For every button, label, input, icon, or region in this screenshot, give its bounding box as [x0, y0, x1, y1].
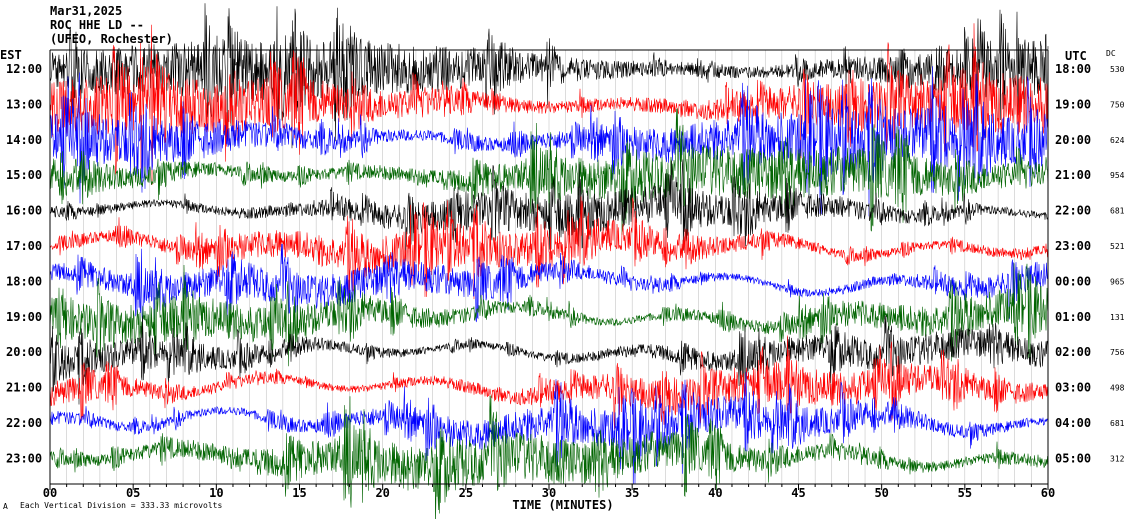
corner-mark: A	[3, 502, 8, 511]
trace-line-1700	[49, 196, 1049, 300]
trace-line-1600	[49, 159, 1049, 260]
dc-offset-value: 312	[1110, 454, 1125, 463]
x-tick-label: 60	[1041, 486, 1055, 500]
dc-offset-value: 498	[1110, 384, 1125, 393]
chart-labels: 12:00 18:00 530 13:00 19:00 750 14:00 20:00 624 1…	[6, 62, 1125, 512]
chart-axes	[49, 49, 1049, 490]
trace-line-1300	[49, 23, 1049, 186]
x-tick-label: 05	[126, 486, 140, 500]
x-axis-title: TIME (MINUTES)	[512, 498, 613, 512]
est-hour-label: 20:00	[6, 345, 42, 359]
utc-hour-label: 03:00	[1055, 381, 1091, 395]
trace-line-2200	[49, 371, 1049, 484]
est-hour-label: 21:00	[6, 381, 42, 395]
trace-line-1200	[49, 3, 1049, 149]
x-tick-label: 10	[209, 486, 223, 500]
utc-hour-label: 00:00	[1055, 274, 1091, 288]
header-station: ROC HHE LD --	[50, 18, 144, 32]
dc-offset-value: 681	[1110, 207, 1125, 216]
dc-offset-value: 965	[1110, 277, 1125, 286]
utc-hour-label: 18:00	[1055, 62, 1091, 76]
est-hour-label: 22:00	[6, 416, 42, 430]
trace-line-2000	[49, 315, 1049, 405]
trace-line-1900	[49, 263, 1049, 367]
dc-offset-value: 954	[1110, 171, 1125, 180]
utc-hour-label: 04:00	[1055, 416, 1091, 430]
utc-hour-label: 21:00	[1055, 168, 1091, 182]
dc-offset-value: 521	[1110, 242, 1125, 251]
x-tick-label: 50	[874, 486, 888, 500]
x-tick-label: 25	[459, 486, 473, 500]
dc-offset-value: 530	[1110, 65, 1125, 74]
est-hour-label: 23:00	[6, 451, 42, 465]
est-hour-label: 14:00	[6, 133, 42, 147]
est-hour-label: 18:00	[6, 274, 42, 288]
est-hour-label: 17:00	[6, 239, 42, 253]
scale-note: Each Vertical Division = 333.33 microvol…	[20, 501, 223, 510]
x-tick-label: 35	[625, 486, 639, 500]
dc-offset-value: 756	[1110, 348, 1125, 357]
utc-hour-label: 22:00	[1055, 204, 1091, 218]
est-hour-label: 15:00	[6, 168, 42, 182]
utc-hour-label: 05:00	[1055, 451, 1091, 465]
est-hour-label: 19:00	[6, 310, 42, 324]
dc-offset-value: 750	[1110, 100, 1125, 109]
trace-line-2300	[49, 395, 1049, 519]
dc-offset-value: 131	[1110, 313, 1125, 322]
dc-offset-value: 624	[1110, 136, 1125, 145]
trace-line-2100	[49, 335, 1049, 430]
utc-hour-label: 19:00	[1055, 97, 1091, 111]
x-tick-label: 30	[542, 486, 556, 500]
x-tick-label: 45	[791, 486, 805, 500]
seismic-traces	[49, 3, 1049, 519]
left-timezone-label: EST	[0, 48, 22, 62]
utc-hour-label: 02:00	[1055, 345, 1091, 359]
right-timezone-label: UTC	[1065, 49, 1087, 63]
est-hour-label: 13:00	[6, 97, 42, 111]
x-tick-label: 20	[375, 486, 389, 500]
utc-hour-label: 20:00	[1055, 133, 1091, 147]
header-date: Mar31,2025	[50, 4, 123, 18]
utc-hour-label: 23:00	[1055, 239, 1091, 253]
trace-line-1800	[49, 243, 1049, 323]
x-tick-label: 15	[292, 486, 306, 500]
header-network: (UFEO, Rochester)	[50, 32, 173, 46]
est-hour-label: 16:00	[6, 204, 42, 218]
dc-header-label: DC	[1106, 49, 1116, 58]
x-tick-label: 00	[43, 486, 57, 500]
utc-hour-label: 01:00	[1055, 310, 1091, 324]
dc-offset-value: 681	[1110, 419, 1125, 428]
est-hour-label: 12:00	[6, 62, 42, 76]
x-tick-label: 55	[958, 486, 972, 500]
x-tick-label: 40	[708, 486, 722, 500]
